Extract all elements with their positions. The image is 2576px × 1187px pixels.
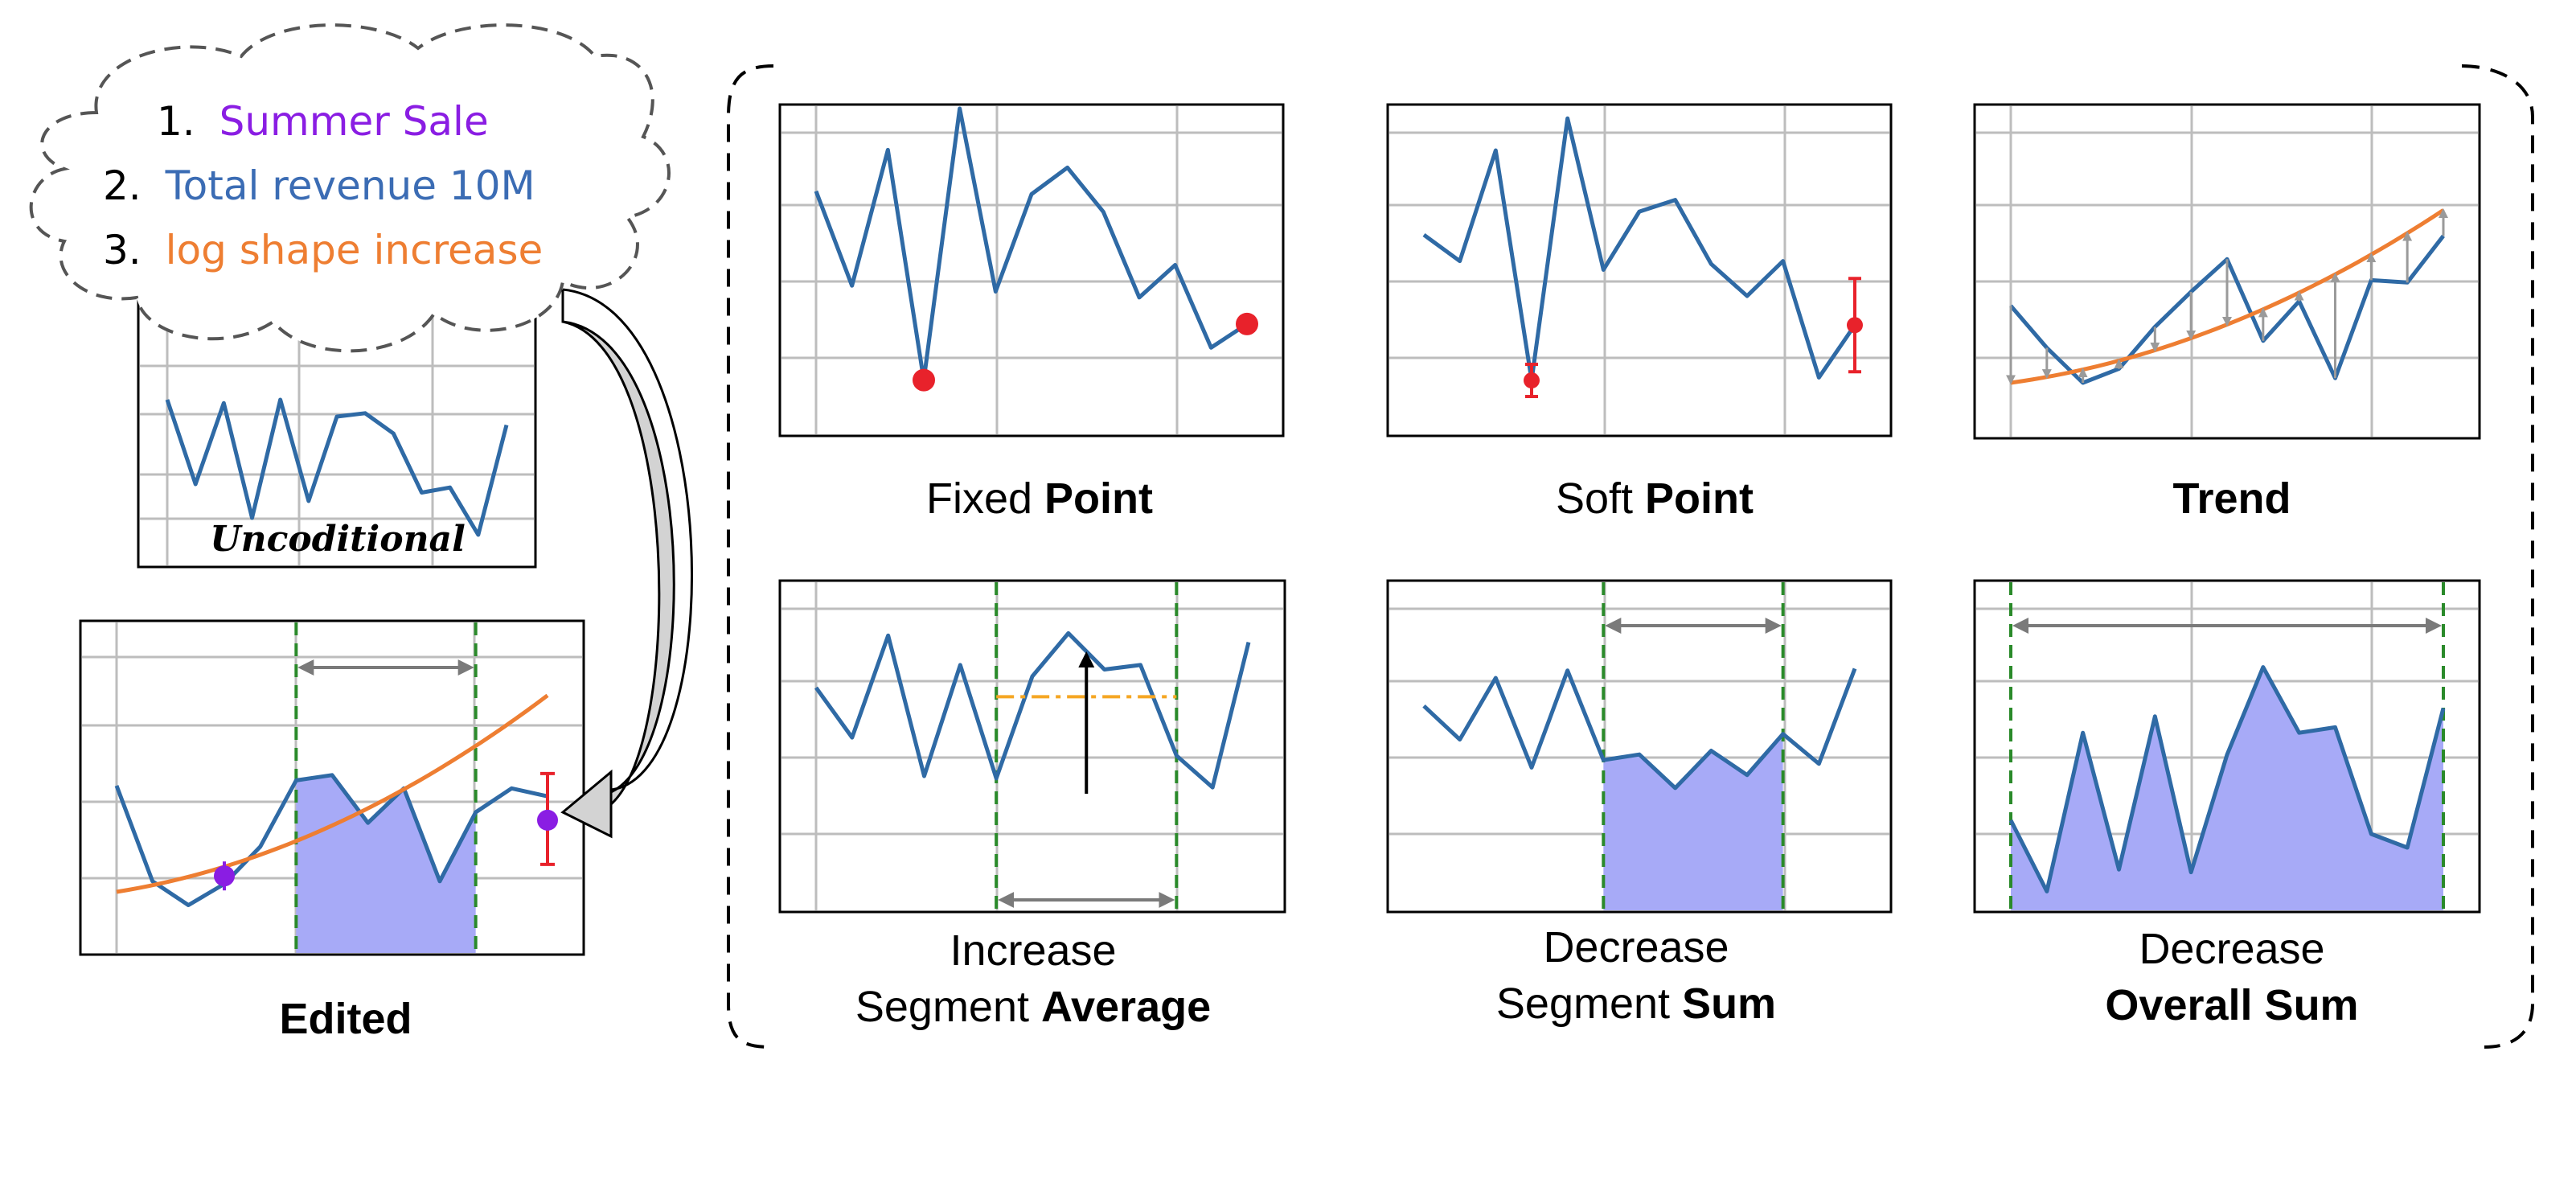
series-line [165,397,509,537]
edited-chart: Edited [79,619,585,1043]
series-line [114,773,548,907]
edit-flow-arrow [560,290,675,839]
segment-sum-label-1: Decrease [1543,923,1729,971]
fixed-point-label: Fixed Point [926,474,1153,523]
unconditional-label: Uncoditional [210,519,466,560]
segment-average-label-2: Segment Average [855,983,1211,1031]
soft-point-marker [214,865,235,887]
overall-sum-chart: Decrease Overall Sum [1973,579,2481,1029]
overall-sum-label-2: Overall Sum [2105,981,2358,1029]
conditions-bracket [727,64,2534,1049]
series-line [1422,116,1857,383]
soft-point-marker [537,809,558,831]
series-line [1422,667,1857,791]
trend-curve [116,693,549,894]
series-line [814,630,1251,790]
trend-chart: Trend [1973,103,2481,523]
segment-fill-area [1603,733,1783,910]
fixed-point-marker [1236,312,1258,335]
soft-point-label: Soft Point [1556,474,1754,523]
soft-point-marker [1847,317,1863,334]
segment-sum-chart: Decrease Segment Sum [1386,579,1893,1028]
soft-point-chart: Soft Point [1386,103,1893,523]
cloud-item-3: 3. log shape increase [103,227,543,273]
edited-label: Edited [279,995,412,1043]
trend-label: Trend [2172,474,2291,523]
series-line [2008,665,2446,893]
conditions-cloud: 1. Summer Sale 2. Total revenue 10M 3. l… [29,23,671,353]
segment-average-chart: Increase Segment Average [778,579,1286,1031]
series-line [814,106,1249,383]
segment-average-label-1: Increase [950,926,1116,975]
fixed-point-marker [913,368,935,392]
cloud-item-1: 1. Summer Sale [157,98,489,145]
segment-sum-label-2: Segment Sum [1496,980,1776,1028]
overall-sum-label-1: Decrease [2139,925,2324,973]
cloud-shape [29,23,671,353]
cloud-item-2: 2. Total revenue 10M [103,162,535,209]
soft-point-marker [1524,372,1540,389]
fixed-point-chart: Fixed Point [778,103,1285,523]
